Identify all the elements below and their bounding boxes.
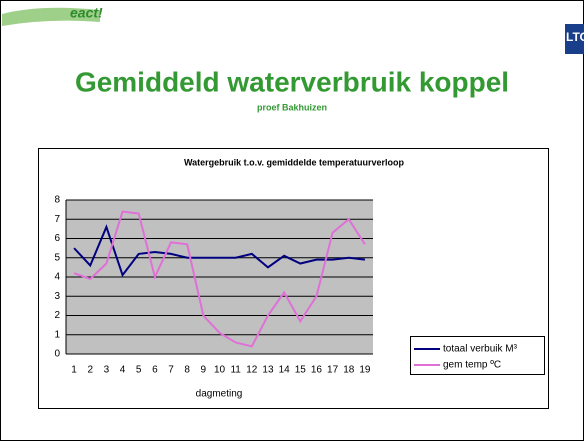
x-tick-label: 14: [279, 365, 291, 376]
y-tick-label: 0: [54, 349, 60, 360]
logo-right: LTO: [566, 30, 584, 44]
y-tick-label: 5: [54, 252, 60, 263]
x-tick-label: 19: [359, 365, 371, 376]
heading: Gemiddeld waterverbruik koppel: [75, 66, 509, 97]
x-tick-label: 4: [120, 365, 126, 376]
x-tick-label: 1: [71, 365, 77, 376]
y-tick-label: 6: [54, 233, 60, 244]
series-line: [73, 224, 366, 278]
x-tick-label: 16: [311, 365, 323, 376]
logo-left: eact!: [70, 5, 103, 21]
x-tick-label: 15: [295, 365, 307, 376]
x-tick-label: 5: [136, 365, 142, 376]
x-tick-label: 7: [168, 365, 174, 376]
x-tick-label: 12: [246, 365, 258, 376]
y-tick-label: 1: [54, 329, 60, 340]
logo-right-box: [565, 24, 584, 54]
series-line: [73, 210, 366, 348]
x-tick-label: 6: [152, 365, 158, 376]
x-tick-label: 18: [343, 365, 355, 376]
x-tick-label: 10: [214, 365, 226, 376]
y-tick-label: 7: [54, 214, 60, 225]
x-tick-label: 11: [230, 365, 241, 376]
y-tick-label: 2: [54, 310, 60, 321]
y-tick-label: 4: [54, 272, 60, 283]
y-tick-label: 3: [54, 291, 60, 302]
x-tick-label: 2: [87, 365, 93, 376]
x-axis-label: dagmeting: [196, 389, 243, 400]
legend-label: totaal verbuik M³: [443, 344, 518, 355]
x-tick-label: 13: [262, 365, 274, 376]
legend-label: gem temp ºC: [443, 360, 501, 371]
legend: [410, 336, 545, 375]
chart-title: Watergebruik t.o.v. gemiddelde temperatu…: [184, 157, 405, 167]
subheading: proef Bakhuizen: [257, 102, 327, 112]
x-tick-label: 8: [184, 365, 190, 376]
x-tick-label: 9: [201, 365, 207, 376]
x-tick-label: 17: [327, 365, 339, 376]
x-tick-label: 3: [104, 365, 110, 376]
logo-swoosh: [2, 7, 100, 26]
y-tick-label: 8: [54, 195, 60, 206]
